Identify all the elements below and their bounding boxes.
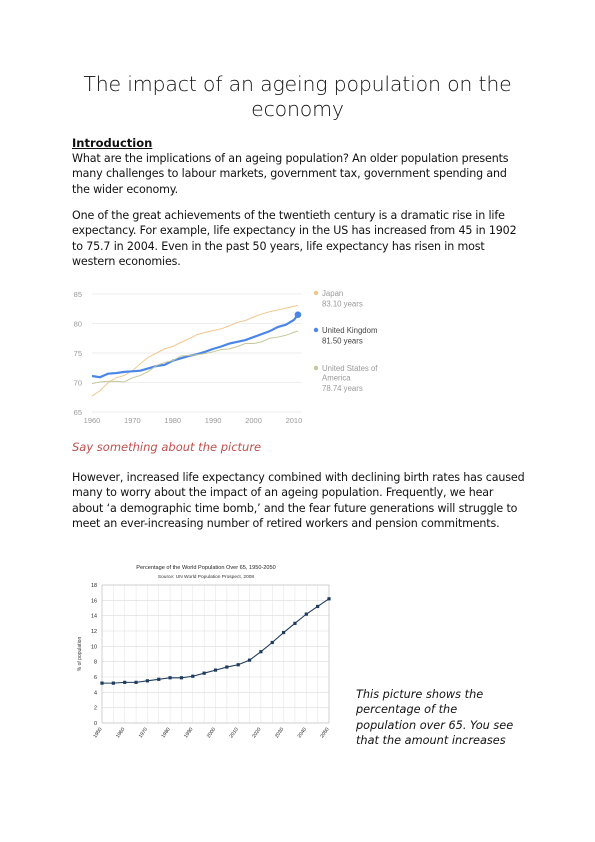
x-tick-label: 1970 <box>138 727 149 740</box>
picture-caption: Say something about the picture <box>72 440 262 454</box>
x-tick-label: 1960 <box>84 416 101 425</box>
data-point <box>293 621 297 625</box>
data-point <box>327 597 331 601</box>
data-point <box>259 650 263 654</box>
x-tick-label: 2010 <box>229 727 240 740</box>
legend-value: 81.50 years <box>322 337 363 346</box>
page-title: The impact of an ageing population on th… <box>83 72 512 121</box>
x-tick-label: 1990 <box>205 416 222 425</box>
data-point <box>111 681 115 685</box>
x-tick-label: 2050 <box>319 727 330 740</box>
series-line-united-states-of-america <box>91 330 299 385</box>
y-tick-label: 2 <box>94 706 97 712</box>
series-line-japan <box>91 304 299 397</box>
x-tick-label: 1980 <box>160 727 171 740</box>
y-tick-label: 70 <box>74 379 82 388</box>
data-point <box>123 680 127 684</box>
chart-side-note: This picture shows the percentage of the… <box>356 688 514 747</box>
data-point <box>225 665 229 669</box>
x-tick-label: 1970 <box>124 416 141 425</box>
world-population-over-65-chart: Percentage of the World Population Over … <box>77 565 331 740</box>
x-tick-label: 2030 <box>274 727 285 740</box>
data-point <box>202 671 206 675</box>
x-tick-label: 2020 <box>251 727 262 740</box>
series-line-united-kingdom <box>91 313 299 379</box>
legend-marker <box>313 290 319 296</box>
x-tick-label: 1990 <box>183 727 194 740</box>
legend-value: 78.74 years <box>322 384 363 393</box>
legend-marker <box>313 365 319 371</box>
y-tick-label: 16 <box>91 598 97 604</box>
y-tick-label: 0 <box>94 721 97 727</box>
legend-label: Japan <box>322 289 343 298</box>
y-tick-label: 8 <box>94 660 97 666</box>
legend-label: United Kingdom <box>322 326 377 335</box>
y-tick-label: 6 <box>94 675 97 681</box>
x-tick-label: 2000 <box>206 727 217 740</box>
legend-value: 83.10 years <box>322 300 363 309</box>
legend-label: United States of America <box>322 364 378 383</box>
x-tick-label: 1960 <box>115 727 126 740</box>
data-point <box>179 676 184 680</box>
data-point <box>134 680 138 684</box>
y-tick-label: 18 <box>91 583 97 589</box>
section-heading: Introduction <box>72 136 153 150</box>
y-tick-label: 14 <box>91 614 97 620</box>
chart-title: Percentage of the World Population Over … <box>136 565 276 571</box>
y-tick-label: 65 <box>74 408 82 417</box>
y-tick-label: 80 <box>74 320 82 329</box>
chart-subtitle: Source: UN World Population Prospect, 20… <box>158 574 254 580</box>
data-point <box>100 681 104 685</box>
life-expectancy-chart: 65 70 75 80 85 1960 1970 1980 1990 2000 2010 Japan 8… <box>74 289 379 425</box>
data-point <box>282 630 286 635</box>
intro-paragraph: What are the implications of an ageing p… <box>72 152 509 196</box>
data-point <box>213 668 218 672</box>
data-point <box>168 676 172 680</box>
uk-last-point <box>294 311 302 318</box>
data-point <box>236 663 240 667</box>
data-point <box>304 612 308 616</box>
data-point <box>157 677 161 681</box>
y-tick-label: 75 <box>74 349 82 358</box>
y-tick-label: 4 <box>94 690 97 696</box>
x-tick-label: 1980 <box>164 416 181 425</box>
ageing-concern-paragraph: However, increased life expectancy combi… <box>72 471 525 530</box>
x-tick-label: 2010 <box>286 416 303 425</box>
plot-area <box>101 584 330 724</box>
y-tick-label: 12 <box>91 629 97 635</box>
data-point <box>270 640 274 645</box>
x-tick-label: 2000 <box>245 416 262 425</box>
data-point <box>191 674 195 678</box>
life-expectancy-paragraph: One of the great achievements of the twe… <box>72 209 517 268</box>
data-point <box>316 604 320 609</box>
data-point <box>247 658 252 662</box>
y-tick-label: 85 <box>74 290 82 299</box>
legend-marker <box>313 327 319 333</box>
y-axis-label: % of population <box>77 637 83 672</box>
y-tick-label: 10 <box>91 644 97 650</box>
x-tick-label: 2040 <box>297 727 308 740</box>
x-tick-label: 1950 <box>92 727 103 740</box>
data-point <box>145 679 149 683</box>
